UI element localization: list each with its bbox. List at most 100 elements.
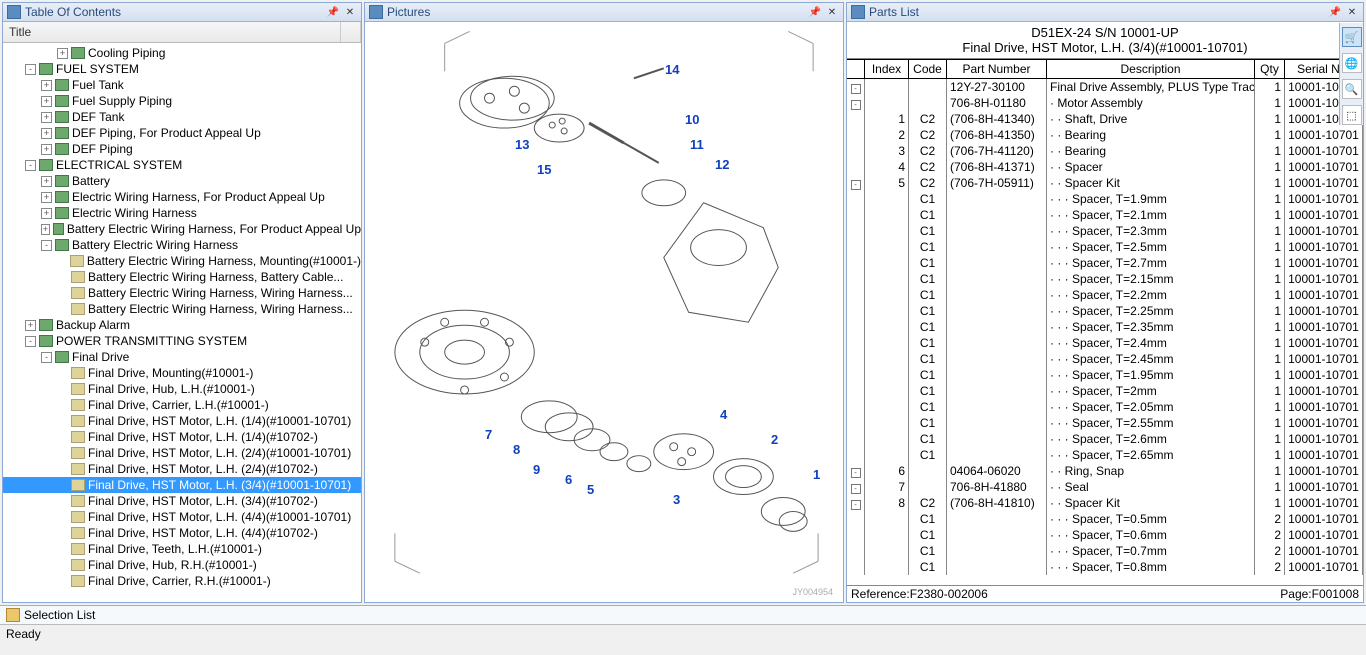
tree-item[interactable]: +Backup Alarm	[3, 317, 361, 333]
collapse-icon[interactable]: -	[25, 336, 36, 347]
toc-col-extra[interactable]	[341, 22, 361, 42]
tree-item[interactable]: -FUEL SYSTEM	[3, 61, 361, 77]
callout-number[interactable]: 2	[771, 432, 778, 447]
parts-row[interactable]: C1· · · Spacer, T=1.95mm110001-10701	[847, 367, 1363, 383]
parts-row[interactable]: 1C2(706-8H-41340)· · Shaft, Drive110001-…	[847, 111, 1363, 127]
parts-row[interactable]: -604064-06020· · Ring, Snap110001-10701	[847, 463, 1363, 479]
parts-col-qty[interactable]: Qty	[1255, 59, 1285, 78]
tree-item[interactable]: +DEF Piping	[3, 141, 361, 157]
parts-row[interactable]: C1· · · Spacer, T=0.6mm210001-10701	[847, 527, 1363, 543]
tree-item[interactable]: -POWER TRANSMITTING SYSTEM	[3, 333, 361, 349]
expand-icon[interactable]: +	[41, 80, 52, 91]
parts-row[interactable]: -12Y-27-30100Final Drive Assembly, PLUS …	[847, 79, 1363, 95]
expand-icon[interactable]: +	[41, 192, 52, 203]
expand-icon[interactable]: +	[41, 208, 52, 219]
callout-number[interactable]: 15	[537, 162, 551, 177]
callout-number[interactable]: 14	[665, 62, 679, 77]
selection-list-label[interactable]: Selection List	[24, 608, 95, 622]
parts-row[interactable]: C1· · · Spacer, T=2.25mm110001-10701	[847, 303, 1363, 319]
callout-number[interactable]: 5	[587, 482, 594, 497]
parts-body[interactable]: -12Y-27-30100Final Drive Assembly, PLUS …	[847, 79, 1363, 585]
callout-number[interactable]: 6	[565, 472, 572, 487]
tool-globe-icon[interactable]: 🌐	[1342, 53, 1362, 73]
close-icon[interactable]: ✕	[825, 5, 839, 19]
parts-row[interactable]: C1· · · Spacer, T=2.4mm110001-10701	[847, 335, 1363, 351]
callout-number[interactable]: 11	[690, 137, 704, 152]
tree-item[interactable]: +DEF Tank	[3, 109, 361, 125]
tree-item[interactable]: Final Drive, Hub, R.H.(#10001-)	[3, 557, 361, 573]
parts-row[interactable]: C1· · · Spacer, T=1.9mm110001-10701	[847, 191, 1363, 207]
tree-item[interactable]: +Cooling Piping	[3, 45, 361, 61]
tree-item[interactable]: Final Drive, HST Motor, L.H. (4/4)(#1000…	[3, 509, 361, 525]
parts-row[interactable]: C1· · · Spacer, T=2.05mm110001-10701	[847, 399, 1363, 415]
tree-item[interactable]: -ELECTRICAL SYSTEM	[3, 157, 361, 173]
tree-item[interactable]: Final Drive, Teeth, L.H.(#10001-)	[3, 541, 361, 557]
tree-item[interactable]: Final Drive, Mounting(#10001-)	[3, 365, 361, 381]
callout-number[interactable]: 10	[685, 112, 699, 127]
tree-item[interactable]: Final Drive, HST Motor, L.H. (4/4)(#1070…	[3, 525, 361, 541]
parts-row[interactable]: 3C2(706-7H-41120)· · Bearing110001-10701	[847, 143, 1363, 159]
parts-row[interactable]: C1· · · Spacer, T=2.45mm110001-10701	[847, 351, 1363, 367]
parts-col-exp[interactable]	[847, 59, 865, 78]
callout-number[interactable]: 7	[485, 427, 492, 442]
tree-item[interactable]: Final Drive, Carrier, L.H.(#10001-)	[3, 397, 361, 413]
expand-icon[interactable]: +	[25, 320, 36, 331]
parts-row[interactable]: C1· · · Spacer, T=0.8mm210001-10701	[847, 559, 1363, 575]
callout-number[interactable]: 12	[715, 157, 729, 172]
parts-row[interactable]: -706-8H-01180· Motor Assembly110001-1070…	[847, 95, 1363, 111]
toc-col-title[interactable]: Title	[3, 22, 341, 42]
expand-icon[interactable]: +	[41, 144, 52, 155]
tree-item[interactable]: +Fuel Tank	[3, 77, 361, 93]
expand-icon[interactable]: +	[41, 128, 52, 139]
callout-number[interactable]: 9	[533, 462, 540, 477]
close-icon[interactable]: ✕	[1345, 5, 1359, 19]
tree-item[interactable]: -Final Drive	[3, 349, 361, 365]
tree-item[interactable]: Final Drive, HST Motor, L.H. (1/4)(#1070…	[3, 429, 361, 445]
tree-item[interactable]: +DEF Piping, For Product Appeal Up	[3, 125, 361, 141]
picture-area[interactable]: JY004954 141013111512472891653	[365, 22, 843, 603]
parts-row[interactable]: C1· · · Spacer, T=2.3mm110001-10701	[847, 223, 1363, 239]
parts-row[interactable]: C1· · · Spacer, T=2.5mm110001-10701	[847, 239, 1363, 255]
pin-icon[interactable]: 📌	[326, 5, 340, 19]
tree-item[interactable]: +Electric Wiring Harness	[3, 205, 361, 221]
callout-number[interactable]: 8	[513, 442, 520, 457]
tree-item[interactable]: Final Drive, HST Motor, L.H. (2/4)(#1070…	[3, 461, 361, 477]
parts-row[interactable]: C1· · · Spacer, T=2.15mm110001-10701	[847, 271, 1363, 287]
parts-row[interactable]: -5C2(706-7H-05911)· · Spacer Kit110001-1…	[847, 175, 1363, 191]
tool-search-icon[interactable]: 🔍	[1342, 79, 1362, 99]
tree-item[interactable]: Battery Electric Wiring Harness, Wiring …	[3, 301, 361, 317]
tree-item[interactable]: Final Drive, Hub, L.H.(#10001-)	[3, 381, 361, 397]
parts-row[interactable]: -7706-8H-41880· · Seal110001-10701	[847, 479, 1363, 495]
tree-item[interactable]: Final Drive, HST Motor, L.H. (2/4)(#1000…	[3, 445, 361, 461]
callout-number[interactable]: 13	[515, 137, 529, 152]
parts-row[interactable]: C1· · · Spacer, T=2.65mm110001-10701	[847, 447, 1363, 463]
parts-col-desc[interactable]: Description	[1047, 59, 1255, 78]
parts-col-index[interactable]: Index	[865, 59, 909, 78]
tree-item[interactable]: +Fuel Supply Piping	[3, 93, 361, 109]
tree-item[interactable]: +Battery	[3, 173, 361, 189]
parts-col-pn[interactable]: Part Number	[947, 59, 1047, 78]
callout-number[interactable]: 1	[813, 467, 820, 482]
tree-item[interactable]: Final Drive, HST Motor, L.H. (3/4)(#1000…	[3, 477, 361, 493]
close-icon[interactable]: ✕	[343, 5, 357, 19]
parts-row[interactable]: C1· · · Spacer, T=2.55mm110001-10701	[847, 415, 1363, 431]
parts-row[interactable]: C1· · · Spacer, T=2.1mm110001-10701	[847, 207, 1363, 223]
expand-icon[interactable]: +	[41, 176, 52, 187]
collapse-icon[interactable]: -	[41, 352, 52, 363]
parts-row[interactable]: -8C2(706-8H-41810)· · Spacer Kit110001-1…	[847, 495, 1363, 511]
callout-number[interactable]: 3	[673, 492, 680, 507]
tree-item[interactable]: Final Drive, HST Motor, L.H. (1/4)(#1000…	[3, 413, 361, 429]
parts-row[interactable]: C1· · · Spacer, T=2mm110001-10701	[847, 383, 1363, 399]
expand-icon[interactable]: +	[41, 112, 52, 123]
parts-row[interactable]: C1· · · Spacer, T=2.7mm110001-10701	[847, 255, 1363, 271]
parts-row[interactable]: 2C2(706-8H-41350)· · Bearing110001-10701	[847, 127, 1363, 143]
pin-icon[interactable]: 📌	[808, 5, 822, 19]
tree-item[interactable]: +Electric Wiring Harness, For Product Ap…	[3, 189, 361, 205]
expand-icon[interactable]: +	[41, 96, 52, 107]
tree-item[interactable]: Final Drive, Carrier, R.H.(#10001-)	[3, 573, 361, 589]
parts-row[interactable]: C1· · · Spacer, T=2.6mm110001-10701	[847, 431, 1363, 447]
parts-col-code[interactable]: Code	[909, 59, 947, 78]
tree-item[interactable]: Final Drive, HST Motor, L.H. (3/4)(#1070…	[3, 493, 361, 509]
expand-icon[interactable]: +	[41, 224, 50, 235]
tree-item[interactable]: -Battery Electric Wiring Harness	[3, 237, 361, 253]
